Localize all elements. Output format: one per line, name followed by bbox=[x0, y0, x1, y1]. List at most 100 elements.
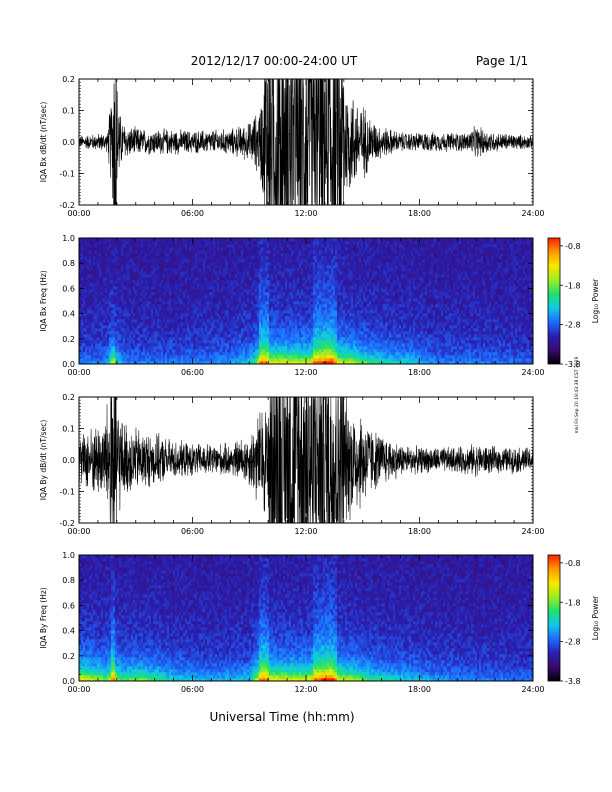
spectrogram-cell bbox=[171, 328, 173, 331]
spectrogram-cell bbox=[173, 241, 175, 244]
spectrogram-cell bbox=[107, 358, 109, 361]
spectrogram-cell bbox=[99, 301, 101, 304]
spectrogram-cell bbox=[165, 334, 167, 337]
spectrogram-cell bbox=[111, 274, 113, 277]
spectrogram-cell bbox=[157, 325, 159, 328]
spectrogram-cell bbox=[121, 295, 123, 298]
spectrogram-cell bbox=[173, 346, 175, 349]
spectrogram-cell bbox=[175, 286, 177, 289]
spectrogram-cell bbox=[109, 244, 111, 247]
spectrogram-cell bbox=[87, 310, 89, 313]
spectrogram-cell bbox=[185, 292, 187, 295]
spectrogram-cell bbox=[177, 307, 179, 310]
spectrogram-cell bbox=[155, 244, 157, 247]
spectrogram-cell bbox=[169, 349, 171, 352]
spectrogram-cell bbox=[171, 280, 173, 283]
spectrogram-cell bbox=[179, 307, 181, 310]
spectrogram-cell bbox=[179, 355, 181, 358]
spectrogram-cell bbox=[147, 319, 149, 322]
spectrogram-cell bbox=[183, 340, 185, 343]
spectrogram-cell bbox=[91, 307, 93, 310]
spectrogram-cell bbox=[127, 274, 129, 277]
spectrogram-cell bbox=[177, 355, 179, 358]
spectrogram-cell bbox=[159, 340, 161, 343]
spectrogram-cell bbox=[105, 352, 107, 355]
spectrogram-cell bbox=[83, 256, 85, 259]
spectrogram-cell bbox=[95, 241, 97, 244]
spectrogram-cell bbox=[95, 283, 97, 286]
spectrogram-cell bbox=[135, 319, 137, 322]
spectrogram-cell bbox=[135, 247, 137, 250]
spectrogram-cell bbox=[187, 250, 189, 253]
spectrogram-cell bbox=[177, 286, 179, 289]
spectrogram-cell bbox=[187, 340, 189, 343]
spectrogram-cell bbox=[83, 253, 85, 256]
spectrogram-cell bbox=[87, 271, 89, 274]
spectrogram-cell bbox=[181, 295, 183, 298]
spectrogram-cell bbox=[101, 304, 103, 307]
spectrogram-cell bbox=[93, 316, 95, 319]
spectrogram-cell bbox=[185, 271, 187, 274]
spectrogram-cell bbox=[159, 304, 161, 307]
spectrogram-cell bbox=[87, 268, 89, 271]
spectrogram-cell bbox=[133, 283, 135, 286]
spectrogram-cell bbox=[133, 268, 135, 271]
spectrogram-cell bbox=[189, 310, 191, 313]
spectrogram-cell bbox=[115, 349, 117, 352]
spectrogram-cell bbox=[109, 271, 111, 274]
spectrogram-cell bbox=[87, 322, 89, 325]
spectrogram-cell bbox=[103, 253, 105, 256]
spectrogram-cell bbox=[135, 265, 137, 268]
spectrogram-cell bbox=[131, 289, 133, 292]
spectrogram-cell bbox=[133, 274, 135, 277]
spectrogram-cell bbox=[161, 355, 163, 358]
spectrogram-cell bbox=[165, 247, 167, 250]
spectrogram-cell bbox=[91, 310, 93, 313]
spectrogram-cell bbox=[111, 286, 113, 289]
spectrogram-cell bbox=[99, 325, 101, 328]
spectrogram-cell bbox=[125, 259, 127, 262]
spectrogram-cell bbox=[135, 289, 137, 292]
spectrogram-cell bbox=[93, 289, 95, 292]
spectrogram-cell bbox=[157, 298, 159, 301]
spectrogram-cell bbox=[151, 289, 153, 292]
spectrogram-cell bbox=[161, 310, 163, 313]
spectrogram-cell bbox=[179, 259, 181, 262]
spectrogram-cell bbox=[185, 352, 187, 355]
spectrogram-cells bbox=[79, 238, 533, 364]
spectrogram-cell bbox=[149, 289, 151, 292]
spectrogram-cell bbox=[131, 310, 133, 313]
spectrogram-cell bbox=[109, 349, 111, 352]
spectrogram-cell bbox=[187, 322, 189, 325]
spectrogram-cell bbox=[153, 331, 155, 334]
spectrogram-cell bbox=[139, 244, 141, 247]
spectrogram-cell bbox=[177, 352, 179, 355]
spectrogram-cell bbox=[123, 304, 125, 307]
spectrogram-cell bbox=[115, 319, 117, 322]
spectrogram-cell bbox=[173, 292, 175, 295]
spectrogram-cell bbox=[103, 358, 105, 361]
spectrogram-cell bbox=[191, 334, 193, 337]
spectrogram-cell bbox=[103, 343, 105, 346]
spectrogram-cell bbox=[175, 277, 177, 280]
spectrogram-cell bbox=[117, 268, 119, 271]
spectrogram-cell bbox=[141, 328, 143, 331]
spectrogram-cell bbox=[151, 304, 153, 307]
spectrogram-cell bbox=[131, 343, 133, 346]
spectrogram-cell bbox=[191, 328, 193, 331]
spectrogram-cell bbox=[107, 268, 109, 271]
spectrogram-cell bbox=[177, 283, 179, 286]
spectrogram-cell bbox=[121, 265, 123, 268]
spectrogram-cell bbox=[117, 280, 119, 283]
spectrogram-cell bbox=[85, 244, 87, 247]
spectrogram-cell bbox=[151, 346, 153, 349]
spectrogram-cell bbox=[139, 274, 141, 277]
spectrogram-cell bbox=[111, 331, 113, 334]
spectrogram-cell bbox=[123, 316, 125, 319]
spectrogram-cell bbox=[125, 337, 127, 340]
spectrogram-cell bbox=[191, 307, 193, 310]
spectrogram-cell bbox=[161, 271, 163, 274]
spectrogram-cell bbox=[87, 328, 89, 331]
spectrogram-cell bbox=[133, 331, 135, 334]
spectrogram-cell bbox=[83, 307, 85, 310]
